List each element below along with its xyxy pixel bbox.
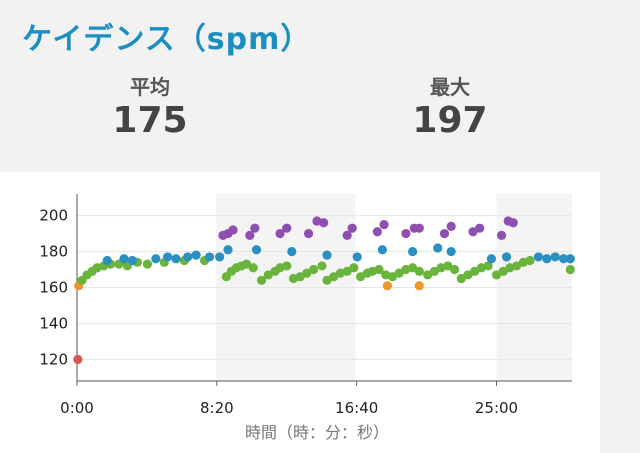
data-point-high [379,219,389,230]
data-point-high [275,228,285,239]
average-label: 平均 [130,75,170,99]
data-point-low [73,354,83,365]
x-tick-label: 0:00 [60,399,94,417]
x-tick-label: 16:40 [335,399,378,417]
page-title: ケイデンス（spm） [22,22,312,57]
data-point-above_avg [215,252,225,262]
data-point-above_avg [163,252,173,262]
data-point-above_avg [151,254,161,264]
data-point-below_avg [414,281,424,291]
data-point-high [250,223,260,233]
data-point-avg [525,255,535,266]
y-tick-label: 200 [39,207,68,225]
tick-labels: 120 140 160 180 200 0:00 8:20 16:40 25:00 [39,207,518,417]
data-point-above_avg [377,245,387,255]
y-tick-label: 140 [39,314,68,332]
data-point-above_avg [183,252,193,262]
data-point-above_avg [119,254,129,264]
data-point-high [303,228,314,239]
average-stat: 平均 175 [70,76,230,142]
data-point-high [475,223,485,233]
data-point-avg [483,261,493,271]
data-point-above_avg [102,255,112,266]
data-point-above_avg [171,254,181,264]
data-point-avg [256,275,267,285]
data-point-above_avg [191,250,201,260]
data-point-high [439,228,450,239]
data-point-high [446,221,456,231]
data-point-above_avg [542,254,552,264]
data-point-above_avg [322,250,332,260]
data-point-high [496,230,507,240]
data-point-avg [308,264,319,275]
data-point-high [372,227,382,237]
max-label: 最大 [430,75,470,99]
data-point-above_avg [565,254,575,264]
grid-lines [76,215,572,386]
data-point-above_avg [550,252,560,262]
data-point-avg [317,261,327,271]
cadence-chart[interactable]: 120 140 160 180 200 0:00 8:20 16:40 25:00 時間（時：分… [0,172,600,453]
x-tick-label: 25:00 [475,399,518,417]
x-tick-label: 8:20 [200,399,234,417]
data-point-avg [349,263,359,273]
data-point-above_avg [352,252,362,262]
data-point-above_avg [559,254,569,264]
y-tick-label: 180 [39,243,68,261]
data-point-above_avg [501,252,512,262]
average-value: 175 [112,100,188,141]
cadence-chart-card: 120 140 160 180 200 0:00 8:20 16:40 25:00 時間（時：分… [0,172,600,453]
data-point-avg [282,261,292,271]
data-point-avg [248,263,258,273]
data-point-high [342,230,352,240]
y-tick-label: 160 [39,279,68,297]
data-point-high [347,223,357,233]
y-tick-label: 120 [39,350,68,368]
data-point-avg [414,266,424,276]
data-point-above_avg [433,243,443,253]
max-value: 197 [412,100,488,141]
data-point-above_avg [407,246,418,257]
data-points [73,216,575,365]
data-point-avg [142,259,153,269]
data-point-high [401,228,411,239]
data-point-above_avg [533,252,544,262]
data-point-high [508,218,518,228]
data-point-above_avg [127,255,137,266]
data-point-high [319,218,329,228]
data-point-high [245,230,255,240]
data-point-avg [374,264,384,275]
data-point-avg [449,264,460,275]
data-point-above_avg [486,254,497,264]
data-point-above_avg [446,246,456,257]
data-point-below_avg [382,281,393,291]
data-point-above_avg [251,245,262,255]
max-stat: 最大 197 [370,76,530,142]
data-point-high [414,223,424,233]
data-point-above_avg [204,252,215,262]
x-axis-label: 時間（時：分：秒） [245,423,389,442]
data-point-high [228,225,238,235]
data-point-high [282,223,292,233]
data-point-above_avg [287,246,297,257]
data-point-avg [565,264,575,275]
data-point-above_avg [223,245,233,255]
